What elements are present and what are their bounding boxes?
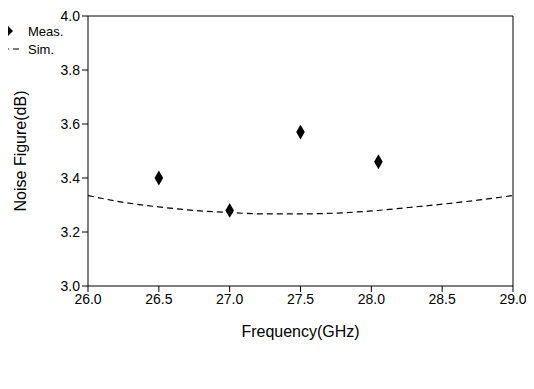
html-text:Sim.: Sim. (28, 41, 54, 57)
svg-text:Noise Figure(dB): Noise Figure(dB) (12, 91, 29, 212)
svg-text:3.6: 3.6 (61, 116, 81, 132)
svg-text:28.0: 28.0 (358, 291, 385, 307)
svg-text:26.0: 26.0 (74, 290, 102, 307)
html-text:Meas.: Meas. (28, 23, 64, 39)
svg-text:4.0: 4.0 (61, 8, 81, 24)
svg-text:29.0: 29.0 (499, 291, 526, 307)
svg-text:26.5: 26.5 (145, 291, 172, 307)
svg-text:27.5: 27.5 (287, 291, 314, 307)
svg-text:3.4: 3.4 (61, 170, 81, 186)
svg-text:28.5: 28.5 (429, 291, 456, 307)
svg-text:Frequency(GHz): Frequency(GHz) (241, 323, 359, 340)
svg-text:27.0: 27.0 (216, 291, 243, 307)
svg-text:3.2: 3.2 (61, 224, 81, 240)
svg-text:3.8: 3.8 (61, 62, 81, 78)
svg-text:3.0: 3.0 (61, 278, 81, 294)
